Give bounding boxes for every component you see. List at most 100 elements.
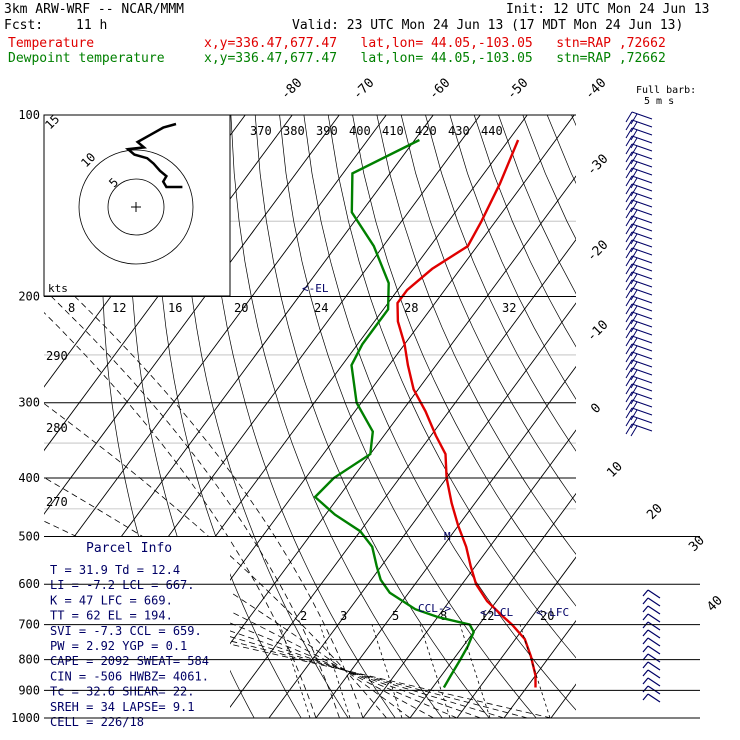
dry-adiabat-370	[425, 115, 576, 452]
forecast-label: Fcst:	[4, 18, 44, 33]
dry-adiabat-280	[206, 115, 396, 718]
pressure-label-200: 200	[18, 290, 40, 304]
legend-dewpoint: Dewpoint temperature	[8, 51, 165, 66]
wind-barb-upper-2	[625, 127, 653, 141]
pressure-label-500: 500	[18, 529, 40, 543]
theta-label-420: 420	[415, 124, 437, 138]
legend-temperature-location: x,y=336.47,677.47 lat,lon= 44.05,-103.05…	[204, 36, 666, 51]
forecast-hour: 11 h	[76, 18, 108, 33]
hodo-speed-label-8: 8	[68, 301, 75, 315]
mixing-ratio-label-12: 12	[480, 609, 494, 623]
wind-barb-lower-9	[642, 661, 661, 671]
wind-barb-upper-32	[625, 367, 653, 381]
pressure-label-1000: 1000	[11, 711, 40, 725]
theta-e-label-280: 280	[46, 421, 68, 435]
dry-adiabat-320	[303, 115, 576, 711]
hodograph-trace	[124, 122, 183, 189]
isotherm-20	[456, 556, 576, 718]
isotherm-label--10: -10	[584, 318, 611, 345]
valid-time: Valid: 23 UTC Mon 24 Jun 13 (17 MDT Mon …	[292, 18, 684, 33]
wind-barb-upper-14	[625, 223, 653, 237]
theta-label-370: 370	[250, 124, 272, 138]
wind-barb-upper-34	[625, 383, 653, 397]
temperature-line	[396, 139, 537, 688]
pressure-label-400: 400	[18, 471, 40, 485]
wind-barb-upper-16	[625, 239, 653, 253]
wind-barb-upper-19	[625, 263, 653, 277]
mixing-ratio-label-8: 8	[440, 609, 447, 623]
wind-barb-lower-8	[642, 653, 661, 663]
isotherm-label--70: -70	[350, 76, 377, 103]
isotherm-label--20: -20	[584, 238, 611, 265]
wind-barb-lower-11	[642, 677, 661, 687]
parcel-info-row-9: SREH = 34 LAPSE= 9.1	[50, 700, 195, 714]
theta-label-430: 430	[448, 124, 470, 138]
dry-adiabat-300	[254, 115, 490, 718]
wind-barb-lower-1	[642, 597, 661, 607]
wind-barb-upper-15	[625, 231, 653, 245]
barb-note-line1: Full barb:	[636, 85, 696, 96]
hodograph-kts-label: kts	[48, 282, 68, 295]
mixing-ratio-line-8	[419, 624, 451, 719]
legend-dewpoint-location: x,y=336.47,677.47 lat,lon= 44.05,-103.05…	[204, 51, 666, 66]
parcel-info-row-6: CAPE = 2092 SWEAT= 584	[50, 654, 209, 668]
isotherm-40	[550, 683, 576, 718]
wind-barb-lower-7	[642, 645, 661, 655]
dry-adiabat-450	[620, 115, 740, 718]
wind-barb-upper-0	[625, 111, 653, 125]
hodo-speed-label-24: 24	[314, 301, 328, 315]
wind-barb-upper-11	[625, 199, 653, 213]
isotherm--100	[44, 115, 340, 515]
parcel-info-row-10: CELL = 226/18	[50, 715, 144, 729]
wind-barb-upper-13	[625, 215, 653, 229]
mixing-ratio-line-5	[371, 624, 403, 719]
wind-barb-lower-3	[642, 613, 661, 623]
wind-barb-upper-33	[625, 375, 653, 389]
dry-adiabat-340	[352, 115, 576, 607]
dry-adiabat-360	[400, 115, 576, 504]
isotherm-label-20: 20	[644, 501, 666, 523]
wind-barb-upper-20	[625, 271, 653, 285]
isotherm-label-40: 40	[704, 593, 726, 615]
moist-adiabat--10	[44, 311, 317, 718]
isotherm--10	[315, 365, 576, 718]
wind-barb-upper-21	[625, 279, 653, 293]
isotherm--30	[221, 238, 576, 718]
wind-barb-upper-18	[625, 255, 653, 269]
mixing-ratio-line-20	[519, 624, 551, 719]
marker-lcl: <-LCL	[480, 606, 513, 619]
wind-barb-upper-27	[625, 327, 653, 341]
wind-barb-upper-25	[625, 311, 653, 325]
moist-adiabat-0	[74, 296, 364, 718]
wind-barb-lower-2	[642, 605, 661, 615]
isotherm-label--40: -40	[582, 76, 609, 103]
legend-temperature: Temperature	[8, 36, 95, 51]
wind-barb-upper-17	[625, 247, 653, 261]
theta-label-410: 410	[382, 124, 404, 138]
theta-label-390: 390	[316, 124, 338, 138]
theta-label-440: 440	[481, 124, 503, 138]
parcel-info-box	[44, 537, 230, 718]
dry-adiabat-350	[376, 115, 576, 555]
dry-adiabat-460	[645, 115, 740, 718]
moist-adiabat--5	[51, 296, 340, 718]
init-time: Init: 12 UTC Mon 24 Jun 13	[506, 2, 710, 17]
theta-e-label-270: 270	[46, 495, 68, 509]
mixing-ratio-line-12	[459, 624, 491, 719]
wind-barb-lower-4	[642, 621, 661, 631]
barb-note-line2: 5 m s	[644, 96, 674, 107]
hodograph-box	[43, 114, 231, 297]
wind-barb-upper-28	[625, 335, 653, 349]
wind-barb-upper-35	[625, 391, 653, 405]
pressure-label-300: 300	[18, 396, 40, 410]
wind-barb-lower-6	[642, 637, 661, 647]
wind-barb-upper-26	[625, 319, 653, 333]
wind-barb-upper-37	[625, 407, 653, 421]
wind-barb-lower-10	[642, 669, 661, 679]
hodo-speed-label-28: 28	[404, 301, 418, 315]
wind-barb-upper-1	[625, 119, 653, 133]
wind-barb-upper-8	[625, 175, 653, 189]
wind-barb-upper-3	[625, 135, 653, 149]
marker-el: <-EL	[302, 282, 329, 295]
wind-barb-upper-7	[625, 167, 653, 181]
